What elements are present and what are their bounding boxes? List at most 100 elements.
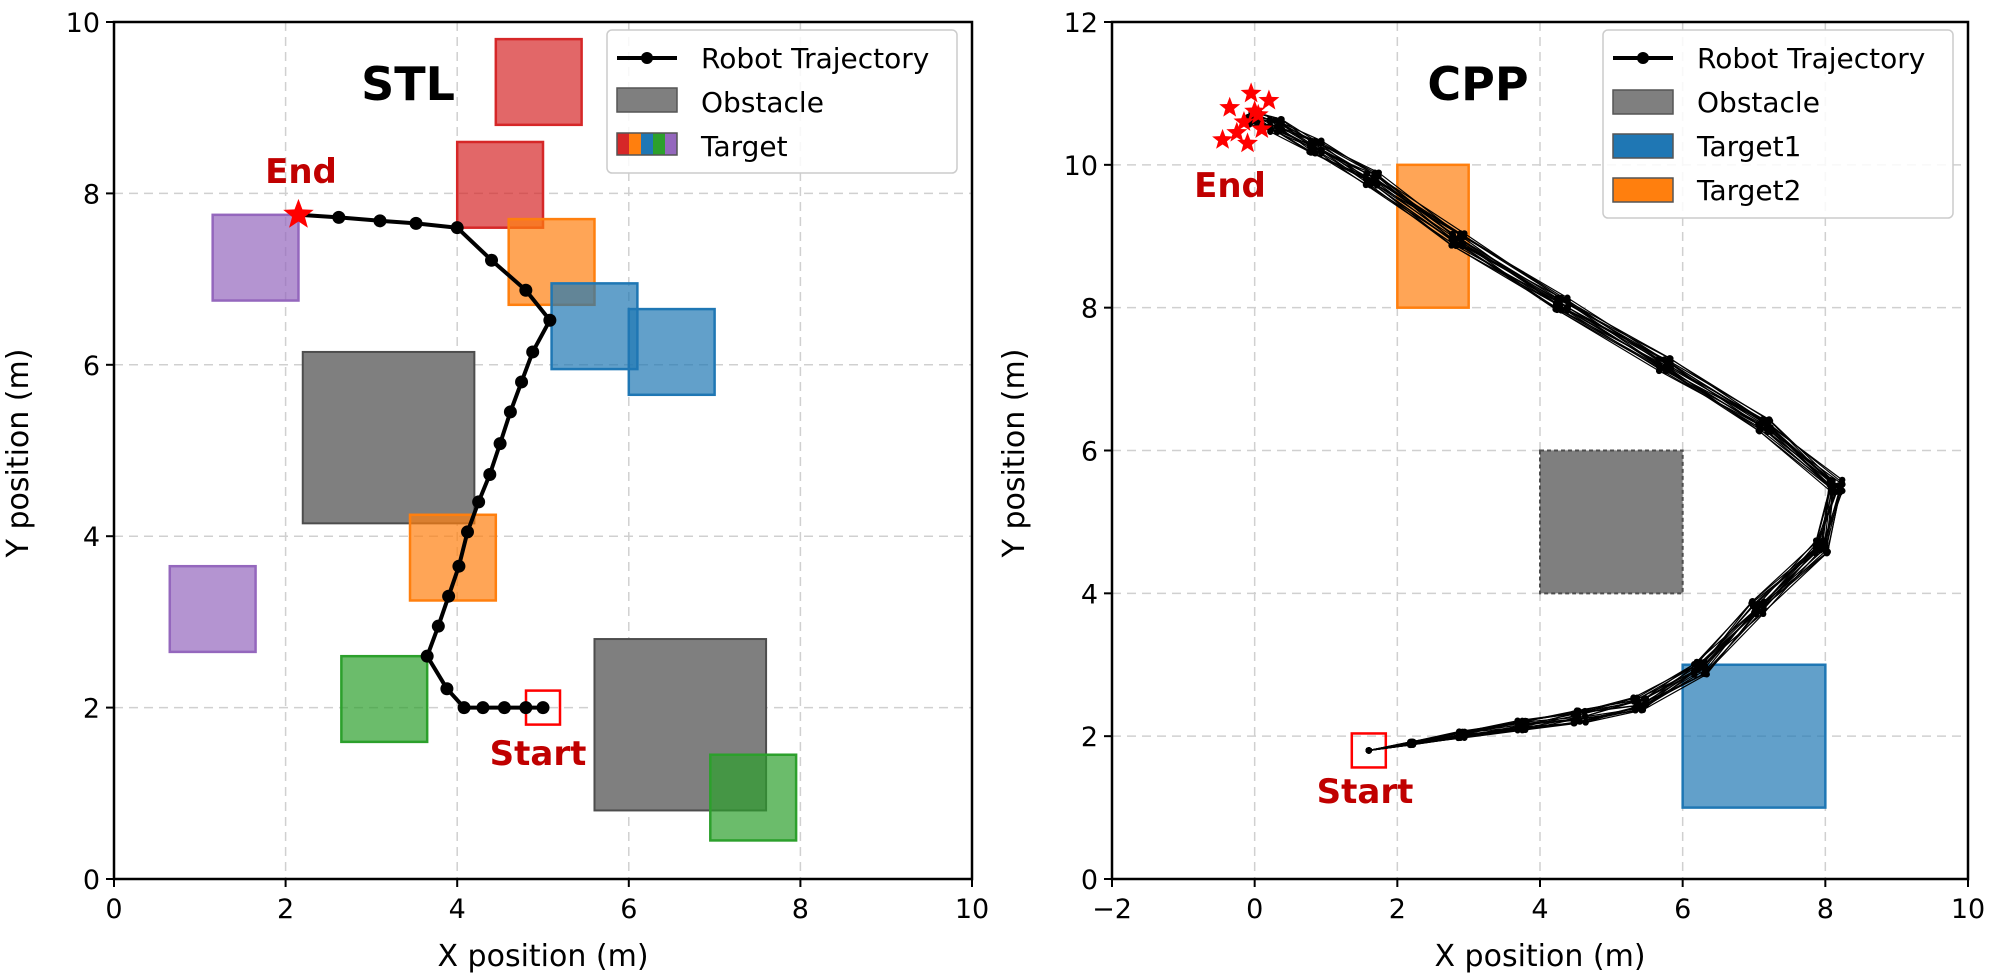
stl-trajectory-point-14	[503, 405, 517, 419]
stl-target-red-0	[494, 37, 583, 127]
cpp-run-15-point-4	[1576, 718, 1584, 725]
cpp-end-marker-0	[1240, 82, 1262, 103]
cpp-end-marker-7	[1212, 128, 1234, 149]
cpp-y-axis-label: Y position (m)	[997, 349, 1032, 559]
cpp-run-15-point-6	[1699, 660, 1707, 668]
stl-x-tick-label-1: 2	[277, 894, 294, 925]
stl-target-blue-5	[627, 307, 716, 397]
cpp-legend-obstacle-label: Obstacle	[1697, 86, 1820, 119]
stl-x-tick-label-0: 0	[105, 894, 122, 925]
cpp-run-17-point-8	[1817, 547, 1824, 554]
stl-trajectory-point-17	[543, 313, 557, 327]
cpp-run-16-point-16	[1267, 126, 1275, 134]
stl-legend-target-swatch-border	[616, 132, 678, 156]
cpp-run-17-point-5	[1633, 702, 1640, 709]
cpp-x-tick-label-2: 2	[1389, 894, 1406, 925]
stl-target-green-7	[709, 753, 798, 842]
stl-legend-target-swatch	[616, 132, 678, 156]
cpp-run-16-point-8	[1824, 548, 1831, 555]
cpp-run-14-point-13	[1452, 242, 1460, 250]
stl-trajectory-point-19	[485, 253, 499, 267]
cpp-run-17-point-10	[1759, 416, 1767, 424]
stl-trajectory-point-18	[519, 283, 533, 297]
cpp-run-17-point-3	[1519, 717, 1526, 725]
stl-trajectory-point-16	[526, 345, 540, 359]
cpp-run-17-point-0	[1365, 747, 1373, 754]
cpp-run-16-point-7	[1753, 604, 1761, 612]
stl-x-tick-label-4: 8	[792, 894, 809, 925]
cpp-trajectories	[1212, 82, 1846, 769]
stl-legend-box	[606, 29, 958, 174]
cpp-y-tick-label-4: 8	[1081, 294, 1098, 325]
cpp-run-15-point-10	[1767, 426, 1775, 433]
stl-legend-target-swatch-orange	[629, 133, 641, 155]
cpp-run-16-point-6	[1690, 661, 1698, 668]
cpp-legend-target1-label: Target1	[1696, 130, 1801, 163]
cpp-end-marker-2	[1219, 96, 1241, 117]
stl-start-label: Start	[490, 734, 587, 774]
stl-trajectory-point-5	[440, 682, 454, 696]
cpp-y-tick-label-5: 10	[1064, 151, 1098, 182]
cpp-run-15-point-12	[1552, 306, 1559, 313]
cpp-y-tick-label-0: 0	[1081, 865, 1098, 896]
stl-trajectory-point-1	[519, 701, 533, 715]
stl-trajectory-point-9	[452, 559, 466, 573]
cpp-end-marker-8	[1237, 132, 1258, 153]
cpp-end-marker-6	[1226, 121, 1248, 142]
cpp-run-16-point-10	[1757, 426, 1764, 434]
stl-y-tick-label-0: 0	[83, 865, 100, 896]
cpp-y-tick-label-3: 6	[1081, 437, 1098, 468]
stl-patches	[168, 37, 798, 842]
cpp-run-17-point-15	[1312, 150, 1319, 157]
cpp-run-14-point-12	[1563, 303, 1571, 311]
stl-legend-target-swatch-blue	[641, 133, 653, 155]
stl-target-red-1	[455, 140, 545, 229]
cpp-run-17-point-11	[1667, 355, 1674, 362]
cpp-run-16-point-2	[1457, 733, 1464, 740]
cpp-x-tick-label-6: 10	[1951, 894, 1985, 925]
cpp-run-17-point-13	[1451, 237, 1459, 244]
stl-trajectory-point-8	[442, 589, 456, 603]
cpp-run-16-point-9	[1836, 489, 1843, 496]
stl-x-tick-label-2: 4	[449, 894, 466, 925]
cpp-run-16-point-14	[1371, 171, 1378, 178]
stl-legend-target-swatch-green	[653, 133, 665, 155]
cpp-run-17	[1254, 114, 1833, 754]
cpp-run-15-point-8	[1813, 538, 1820, 546]
cpp-target-blue-0	[1681, 663, 1827, 809]
stl-target-purple-8	[211, 213, 300, 302]
stl-trajectory-point-12	[483, 467, 497, 481]
stl-x-tick-label-3: 6	[620, 894, 637, 925]
stl-panel: 0 2 4 6 8 10 0 2 4 6 8 10 STL X position (m) Y posi…	[1, 8, 989, 974]
stl-plot-frame	[112, 20, 974, 881]
stl-trajectory-point-10	[460, 525, 474, 539]
stl-end-label: End	[265, 152, 337, 192]
stl-x-tick-label-5: 10	[955, 894, 989, 925]
cpp-run-17-point-9	[1826, 481, 1833, 489]
cpp-run-16-point-13	[1461, 230, 1468, 237]
cpp-end-marker-9	[1244, 100, 1266, 121]
cpp-run-17-point-1	[1409, 739, 1416, 746]
stl-legend-trajectory-label: Robot Trajectory	[701, 42, 929, 75]
cpp-run-17-point-2	[1461, 728, 1468, 736]
cpp-run-16-point-11	[1655, 361, 1663, 368]
stl-trajectory-point-7	[431, 619, 445, 633]
cpp-y-tick-label-6: 12	[1064, 8, 1098, 39]
cpp-run-12-point-13	[1449, 231, 1457, 238]
cpp-run-17-point-7	[1759, 610, 1767, 618]
cpp-legend-trajectory-label: Robot Trajectory	[1697, 42, 1925, 75]
stl-y-tick-label-3: 6	[83, 351, 100, 382]
stl-target-purple-9	[168, 564, 257, 654]
stl-trajectory-point-13	[493, 437, 507, 451]
stl-legend-obstacle-label: Obstacle	[701, 86, 824, 119]
cpp-end-marker-5	[1251, 118, 1273, 139]
stl-trajectory-point-15	[515, 375, 529, 389]
cpp-end-marker-4	[1233, 110, 1255, 131]
cpp-run-17-point-6	[1701, 670, 1709, 678]
cpp-legend-target2-swatch	[1612, 177, 1674, 203]
cpp-run-17-point-4	[1569, 710, 1577, 718]
cpp-patches	[1396, 163, 1827, 809]
